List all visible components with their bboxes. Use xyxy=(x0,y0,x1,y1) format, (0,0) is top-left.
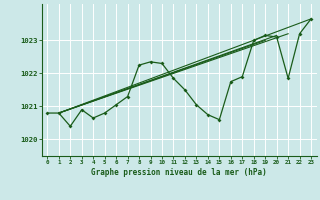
X-axis label: Graphe pression niveau de la mer (hPa): Graphe pression niveau de la mer (hPa) xyxy=(91,168,267,177)
